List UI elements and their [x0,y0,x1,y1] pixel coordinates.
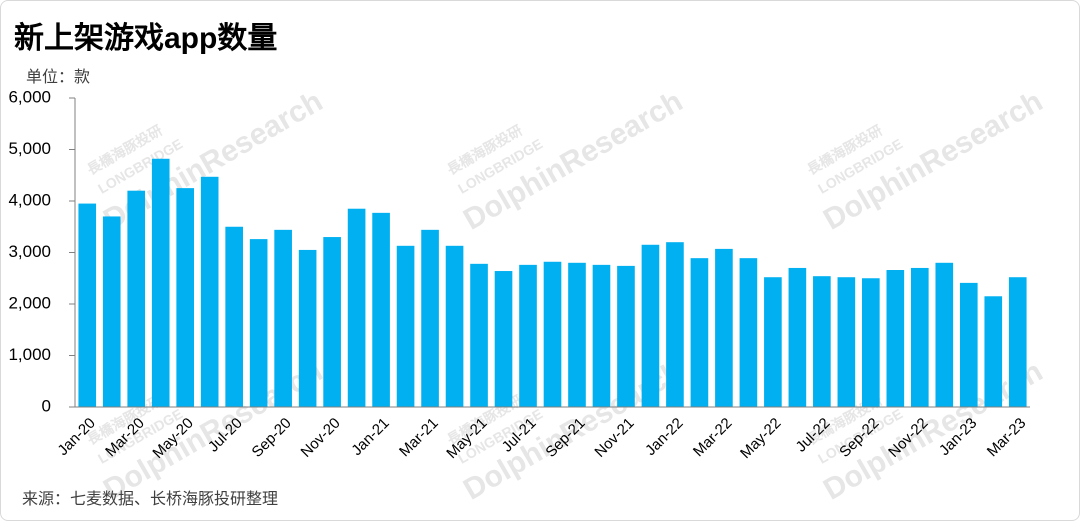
bar [788,267,807,407]
bar [715,248,733,407]
bar [984,296,1003,407]
bar [470,263,488,407]
x-tick-label: Mar-22 [690,415,736,461]
y-tick-label: 4,000 [8,190,51,209]
bar [200,176,219,407]
bar [323,237,341,407]
bar [78,203,97,407]
unit-label: 单位：款 [26,68,90,86]
bar [862,278,880,407]
bar [617,265,635,407]
y-tick-label: 2,000 [8,293,51,312]
x-tick-label: Nov-20 [298,415,344,461]
source: 来源：七麦数据、长桥海豚投研整理 [22,490,278,508]
bar [274,229,292,407]
bar [886,270,905,407]
bar [396,245,415,407]
bar [837,277,856,407]
x-tick-label: Jan-21 [348,415,392,459]
y-tick-label: 1,000 [8,345,51,364]
bar [494,271,513,407]
bar [298,249,317,407]
bar [519,264,537,407]
bar [445,245,464,407]
bar [1008,277,1027,407]
bar [176,188,195,407]
chart-title: 新上架游戏app数量 [14,22,277,55]
y-tick-label: 5,000 [8,139,51,158]
bar [421,229,439,407]
bar [666,242,684,407]
x-tick-label: Mar-23 [984,415,1030,461]
bar [102,216,121,407]
bar [568,262,586,407]
x-tick-label: May-22 [737,415,784,462]
bar [249,239,268,407]
bar [347,208,366,407]
bar [764,277,782,407]
x-tick-label: Mar-21 [396,415,442,461]
x-tick-label: Jan-22 [642,415,686,459]
bar [935,262,954,407]
bar [127,190,146,407]
bar [641,244,660,407]
bar [813,276,831,407]
y-tick-label: 0 [42,396,51,415]
bar [739,258,758,407]
bar [910,267,929,407]
y-tick-label: 6,000 [8,87,51,106]
bar [372,212,390,407]
bar [690,258,709,407]
y-tick-label: 3,000 [8,242,51,261]
bar [543,261,562,407]
bar [151,158,170,407]
bar [959,282,978,407]
bar [225,226,243,407]
bar [592,264,611,407]
